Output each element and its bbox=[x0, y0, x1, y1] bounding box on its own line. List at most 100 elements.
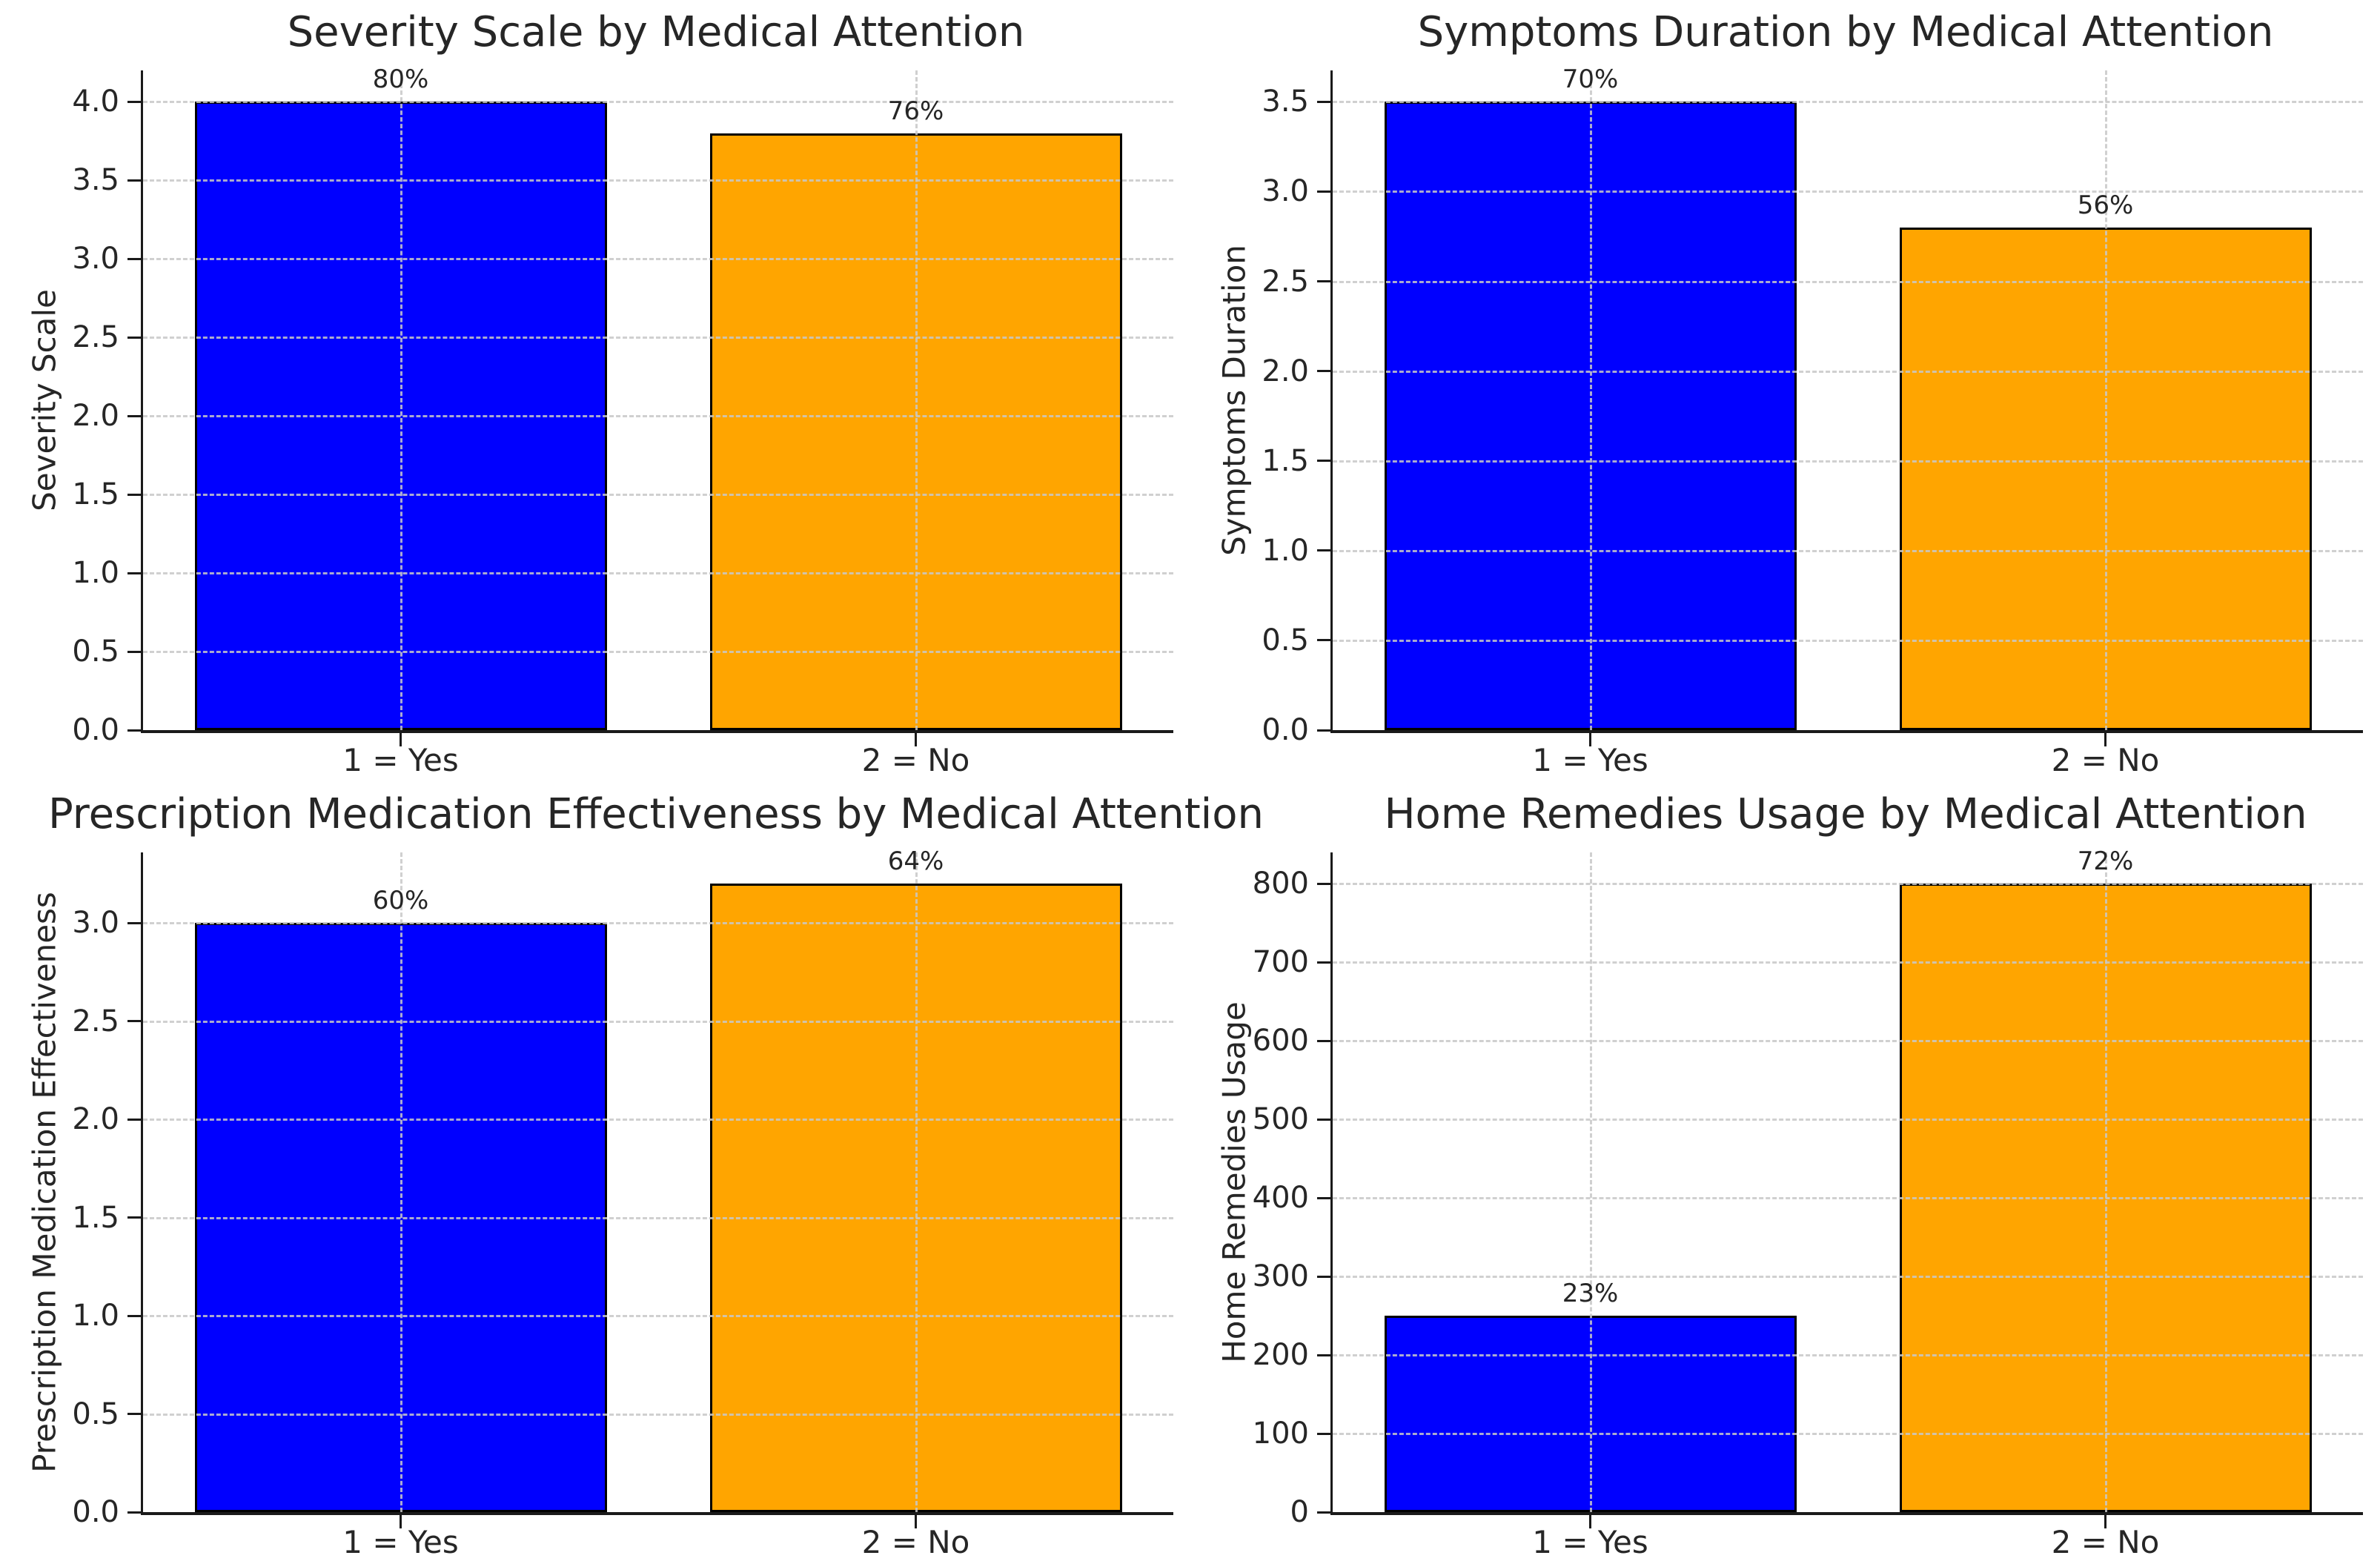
y-tick-mark bbox=[1317, 961, 1330, 964]
gridline-horizontal bbox=[1333, 549, 2363, 552]
y-tick-mark bbox=[1317, 1511, 1330, 1514]
y-tick-label: 3.0 bbox=[72, 906, 119, 941]
y-tick-label: 0 bbox=[1290, 1495, 1309, 1529]
y-tick-label: 2.0 bbox=[72, 399, 119, 434]
gridline-horizontal bbox=[143, 337, 1173, 339]
gridline-horizontal bbox=[1333, 370, 2363, 373]
bar-value-label: 23% bbox=[1562, 1279, 1619, 1309]
y-tick-mark bbox=[127, 257, 141, 260]
x-tick-label: 1 = Yes bbox=[342, 742, 459, 778]
y-tick-mark bbox=[127, 1020, 141, 1023]
y-tick-mark bbox=[127, 729, 141, 732]
gridline-horizontal bbox=[143, 572, 1173, 575]
y-tick-mark bbox=[127, 414, 141, 417]
y-tick-label: 3.5 bbox=[72, 163, 119, 198]
x-tick-mark bbox=[400, 1515, 402, 1528]
x-tick-label: 2 = No bbox=[2051, 742, 2160, 778]
y-tick-label: 600 bbox=[1252, 1024, 1309, 1058]
y-tick-label: 800 bbox=[1252, 867, 1309, 901]
y-tick-mark bbox=[1317, 1353, 1330, 1356]
x-tick-label: 2 = No bbox=[861, 1524, 970, 1560]
y-tick-label: 1.5 bbox=[1262, 443, 1309, 478]
y-axis-label: Symptoms Duration bbox=[1216, 245, 1253, 556]
gridline-vertical bbox=[915, 852, 918, 1512]
gridline-horizontal bbox=[143, 922, 1173, 925]
y-tick-mark bbox=[1317, 639, 1330, 642]
gridline-horizontal bbox=[143, 179, 1173, 182]
chart-symptoms-duration: Symptoms Duration by Medical Attention Sy… bbox=[1190, 0, 2380, 782]
y-tick-mark bbox=[127, 1511, 141, 1514]
chart-title: Symptoms Duration by Medical Attention bbox=[1417, 8, 2274, 56]
gridline-vertical bbox=[915, 70, 918, 730]
y-tick-label: 3.0 bbox=[1262, 174, 1309, 209]
y-tick-label: 0.0 bbox=[1262, 713, 1309, 747]
x-tick-label: 2 = No bbox=[861, 742, 970, 778]
gridline-horizontal bbox=[1333, 1354, 2363, 1357]
y-tick-mark bbox=[1317, 460, 1330, 463]
y-tick-mark bbox=[127, 336, 141, 339]
chart-title: Prescription Medication Effectiveness by… bbox=[48, 790, 1264, 838]
plot-area: 0.0 0.5 1.0 1.5 2.0 2.5 3.0 3.5 4.0 80% 1 = Yes 76%… bbox=[72, 64, 1173, 778]
y-tick-mark bbox=[1317, 1275, 1330, 1278]
gridline-horizontal bbox=[143, 101, 1173, 104]
gridline-horizontal bbox=[143, 1020, 1173, 1023]
gridline-horizontal bbox=[1333, 639, 2363, 642]
y-tick-mark bbox=[1317, 1196, 1330, 1199]
y-tick-label: 200 bbox=[1252, 1338, 1309, 1373]
y-tick-label: 700 bbox=[1252, 945, 1309, 980]
y-tick-mark bbox=[1317, 1039, 1330, 1042]
gridline-horizontal bbox=[143, 1413, 1173, 1416]
gridline-vertical bbox=[400, 70, 402, 730]
gridline-horizontal bbox=[1333, 1433, 2363, 1436]
y-tick-mark bbox=[1317, 280, 1330, 283]
bar-value-label: 72% bbox=[2077, 846, 2134, 877]
y-tick-label: 0.5 bbox=[1262, 623, 1309, 657]
plot-area: 0.0 0.5 1.0 1.5 2.0 2.5 3.0 3.5 70% 1 = Yes 56% 2 =… bbox=[1262, 64, 2363, 778]
y-tick-mark bbox=[127, 571, 141, 574]
y-tick-mark bbox=[1317, 1118, 1330, 1121]
x-tick-mark bbox=[915, 1515, 917, 1528]
x-tick-label: 1 = Yes bbox=[342, 1524, 459, 1560]
y-tick-mark bbox=[127, 1413, 141, 1416]
y-tick-label: 2.5 bbox=[72, 320, 119, 355]
y-tick-mark bbox=[127, 1216, 141, 1219]
y-tick-mark bbox=[127, 493, 141, 496]
gridline-horizontal bbox=[143, 1216, 1173, 1219]
y-tick-label: 3.0 bbox=[72, 242, 119, 276]
y-tick-label: 400 bbox=[1252, 1181, 1309, 1216]
y-tick-mark bbox=[127, 100, 141, 103]
chart-medication-effectiveness: Prescription Medication Effectiveness by… bbox=[0, 782, 1264, 1564]
y-tick-mark bbox=[1317, 729, 1330, 732]
gridline-horizontal bbox=[1333, 280, 2363, 283]
y-tick-label: 0.0 bbox=[72, 1495, 119, 1529]
gridline-vertical bbox=[400, 852, 402, 1512]
bar-value-label: 80% bbox=[372, 64, 429, 95]
gridline-vertical bbox=[2104, 70, 2107, 730]
y-tick-mark bbox=[127, 1118, 141, 1121]
y-tick-mark bbox=[127, 650, 141, 653]
y-tick-label: 0.5 bbox=[72, 634, 119, 669]
gridline-horizontal bbox=[1333, 883, 2363, 886]
x-tick-label: 2 = No bbox=[2051, 1524, 2160, 1560]
y-tick-label: 100 bbox=[1252, 1416, 1309, 1451]
y-tick-label: 1.5 bbox=[72, 477, 119, 512]
y-tick-mark bbox=[1317, 100, 1330, 103]
y-tick-mark bbox=[127, 921, 141, 924]
bar-value-label: 60% bbox=[372, 886, 429, 916]
chart-title: Severity Scale by Medical Attention bbox=[287, 8, 1025, 56]
gridline-horizontal bbox=[1333, 1197, 2363, 1200]
gridline-horizontal bbox=[143, 651, 1173, 654]
gridline-horizontal bbox=[1333, 961, 2363, 964]
y-axis-label: Prescription Medication Effectiveness bbox=[26, 892, 63, 1473]
gridline-horizontal bbox=[143, 1315, 1173, 1318]
y-tick-label: 2.0 bbox=[72, 1102, 119, 1137]
y-tick-label: 1.0 bbox=[72, 556, 119, 591]
plot-area: 0.0 0.5 1.0 1.5 2.0 2.5 3.0 60% 1 = Yes 64% 2 = No bbox=[72, 846, 1173, 1560]
x-tick-label: 1 = Yes bbox=[1532, 742, 1648, 778]
gridline-horizontal bbox=[143, 415, 1173, 418]
x-tick-label: 1 = Yes bbox=[1532, 1524, 1648, 1560]
x-tick-mark bbox=[400, 733, 402, 746]
y-tick-label: 300 bbox=[1252, 1259, 1309, 1294]
y-tick-label: 4.0 bbox=[72, 85, 119, 119]
bar-value-label: 76% bbox=[887, 96, 944, 126]
